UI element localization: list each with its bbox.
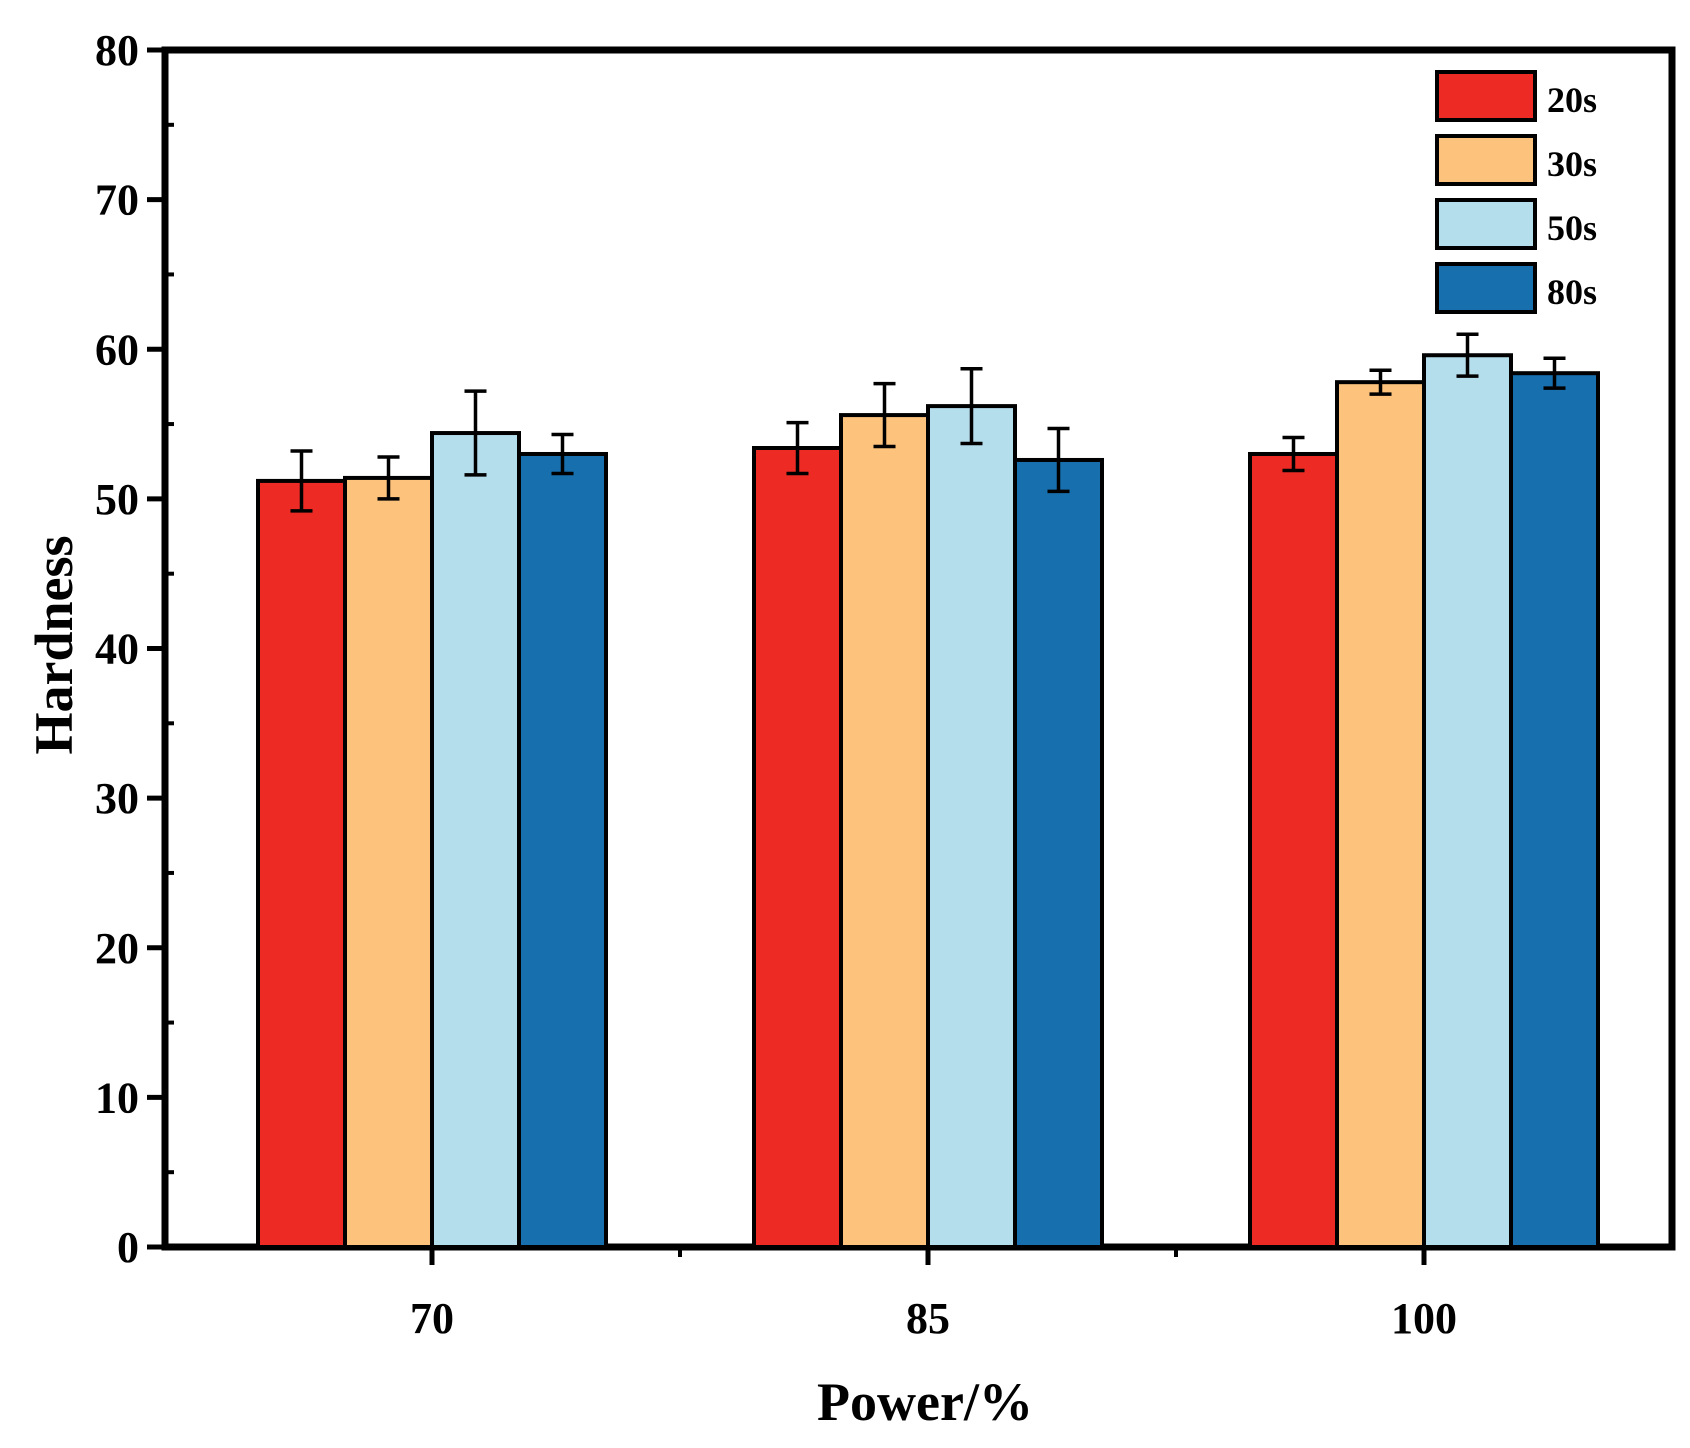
y-tick-label: 20 [95, 924, 139, 973]
legend-label: 80s [1547, 272, 1597, 312]
legend-label: 30s [1547, 144, 1597, 184]
bar [517, 451, 608, 1249]
y-axis: 0 10 20 30 40 50 60 70 80 [95, 26, 174, 1272]
legend-label: 20s [1547, 80, 1597, 120]
legend-label: 50s [1547, 208, 1597, 248]
bar [752, 446, 843, 1249]
x-axis-title: Power/% [817, 1372, 1033, 1432]
x-axis: 70 85 100 [410, 1247, 1457, 1343]
x-tick-label: 70 [410, 1294, 454, 1343]
bar [926, 404, 1017, 1250]
bar [1013, 457, 1104, 1250]
y-axis-title: Hardness [24, 535, 84, 754]
x-tick-label: 85 [906, 1294, 950, 1343]
legend: 20s 30s 50s 80s [1435, 70, 1597, 314]
legend-swatch [1435, 198, 1537, 250]
bar [1509, 371, 1600, 1249]
bar [343, 475, 434, 1249]
legend-swatch [1435, 262, 1537, 314]
y-tick-label: 60 [95, 325, 139, 374]
x-tick-label: 100 [1391, 1294, 1457, 1343]
y-tick-label: 30 [95, 774, 139, 823]
y-tick-label: 80 [95, 26, 139, 75]
error-bars [290, 332, 1566, 513]
bar [1335, 380, 1426, 1250]
legend-swatch [1435, 134, 1537, 186]
y-tick-label: 40 [95, 625, 139, 674]
bars [256, 353, 1600, 1250]
y-tick-label: 10 [95, 1073, 139, 1122]
bar [430, 431, 521, 1250]
y-tick-label: 70 [95, 176, 139, 225]
bar [1248, 451, 1339, 1249]
bar [839, 413, 930, 1249]
legend-swatch [1435, 70, 1537, 122]
y-tick-label: 50 [95, 475, 139, 524]
bar [256, 478, 347, 1250]
y-tick-label: 0 [117, 1223, 139, 1272]
bar [1422, 353, 1513, 1249]
